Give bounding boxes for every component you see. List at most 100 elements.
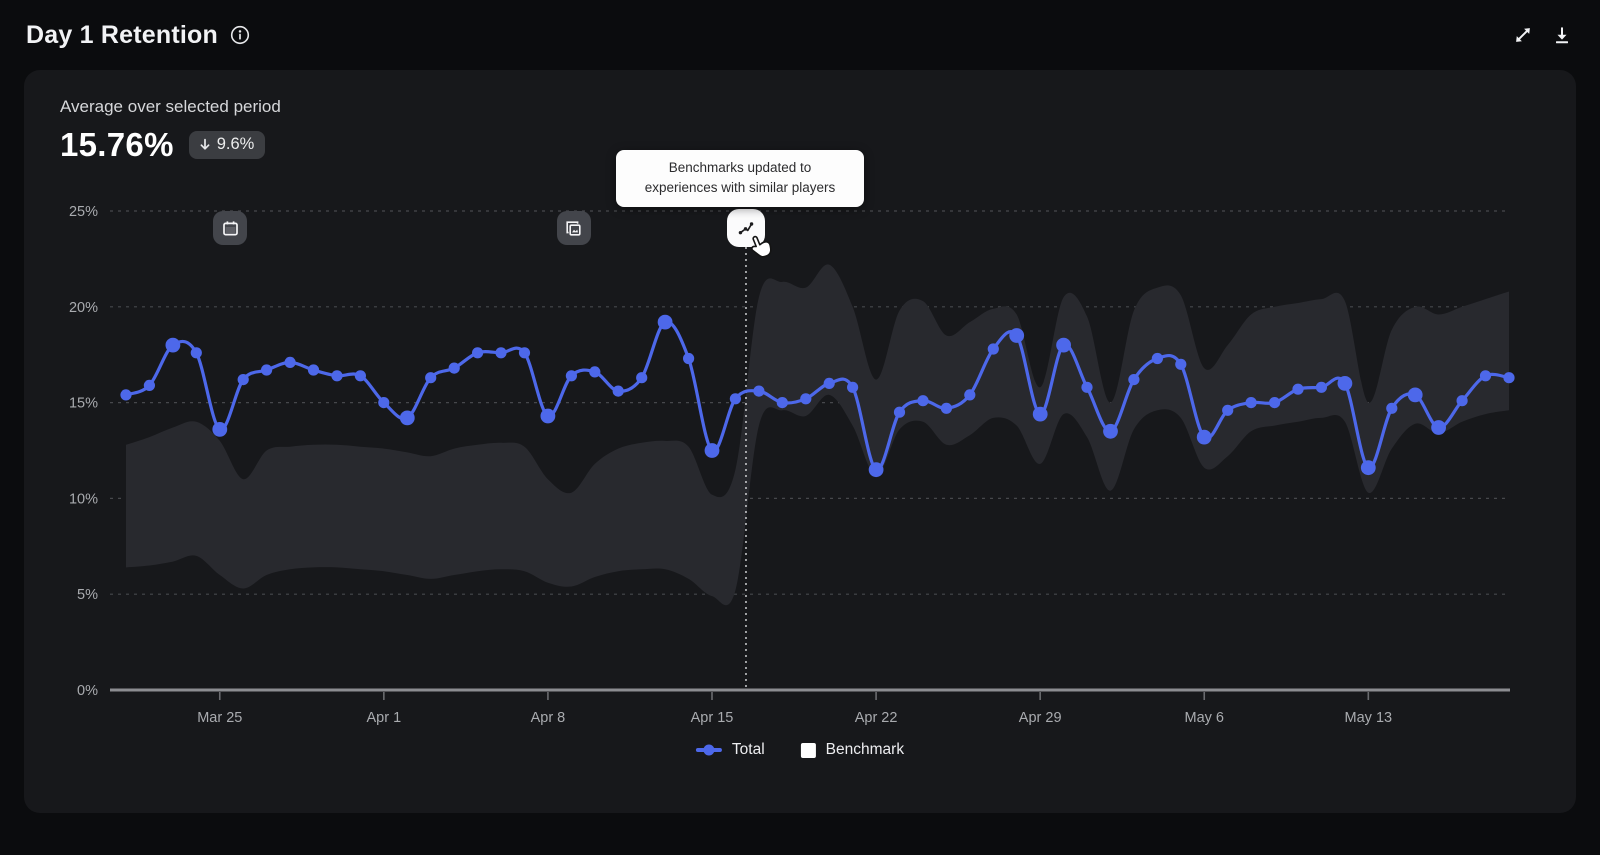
down-arrow-icon bbox=[200, 138, 210, 150]
data-point[interactable] bbox=[540, 408, 556, 424]
delta-value: 9.6% bbox=[216, 135, 255, 153]
x-axis-label: Apr 8 bbox=[531, 710, 566, 726]
data-point[interactable] bbox=[589, 366, 601, 378]
data-point[interactable] bbox=[448, 362, 460, 374]
data-point[interactable] bbox=[704, 443, 720, 458]
data-point[interactable] bbox=[1269, 397, 1281, 409]
data-point[interactable] bbox=[1222, 404, 1234, 416]
info-icon[interactable] bbox=[229, 24, 251, 46]
legend-label-total: Total bbox=[731, 741, 765, 758]
data-point[interactable] bbox=[1128, 374, 1140, 386]
calendar-icon bbox=[222, 220, 238, 235]
data-point[interactable] bbox=[940, 402, 953, 414]
download-icon[interactable] bbox=[1550, 23, 1574, 47]
data-point[interactable] bbox=[1151, 352, 1163, 365]
data-point[interactable] bbox=[237, 374, 249, 386]
data-point[interactable] bbox=[657, 314, 673, 330]
data-point[interactable] bbox=[307, 364, 320, 376]
y-axis-label: 15% bbox=[69, 396, 98, 412]
data-point[interactable] bbox=[1081, 381, 1093, 393]
data-point[interactable] bbox=[1503, 372, 1515, 384]
y-axis-label: 0% bbox=[77, 683, 98, 699]
data-point[interactable] bbox=[729, 393, 742, 405]
chart-legend: Total Benchmark bbox=[695, 741, 905, 759]
data-point[interactable] bbox=[893, 406, 906, 418]
data-point[interactable] bbox=[847, 381, 859, 393]
data-point[interactable] bbox=[331, 370, 343, 382]
chart-update-icon bbox=[738, 222, 754, 235]
data-point[interactable] bbox=[378, 397, 390, 409]
data-point[interactable] bbox=[143, 379, 155, 391]
data-point[interactable] bbox=[1196, 429, 1212, 445]
data-point[interactable] bbox=[1386, 402, 1398, 414]
data-point[interactable] bbox=[190, 347, 202, 359]
data-point[interactable] bbox=[636, 372, 648, 384]
expand-icon[interactable] bbox=[1511, 23, 1535, 47]
data-point[interactable] bbox=[987, 343, 999, 355]
data-point[interactable] bbox=[425, 372, 437, 384]
data-point[interactable] bbox=[1360, 460, 1376, 476]
summary-value: 15.76% bbox=[60, 126, 174, 163]
benchmark-tooltip: Benchmarks updated to experiences with s… bbox=[616, 150, 864, 207]
data-point[interactable] bbox=[165, 337, 181, 353]
card-header: Day 1 Retention bbox=[0, 0, 1600, 70]
data-point[interactable] bbox=[1292, 383, 1304, 395]
x-axis-label: Mar 25 bbox=[197, 710, 242, 726]
data-point[interactable] bbox=[917, 395, 929, 407]
summary-block: Average over selected period 15.76% 9.6% bbox=[60, 97, 281, 164]
data-point[interactable] bbox=[1103, 423, 1118, 439]
legend-label-benchmark: Benchmark bbox=[825, 741, 905, 758]
data-point[interactable] bbox=[683, 352, 695, 365]
legend-item-total[interactable]: Total bbox=[695, 741, 765, 759]
data-point[interactable] bbox=[261, 364, 273, 376]
data-point[interactable] bbox=[823, 377, 835, 389]
y-axis-label: 5% bbox=[77, 587, 98, 603]
data-point[interactable] bbox=[284, 356, 296, 368]
retention-chart[interactable]: 0% 5% 10% 15% 20% 25% Mar 25 Apr 1 Apr 8 Apr 15 Ap… bbox=[24, 70, 1576, 813]
data-point[interactable] bbox=[753, 385, 765, 397]
legend-item-benchmark[interactable]: Benchmark bbox=[800, 741, 905, 759]
data-point[interactable] bbox=[964, 389, 976, 401]
data-point[interactable] bbox=[612, 385, 624, 397]
data-point[interactable] bbox=[565, 370, 578, 382]
benchmark-square-marker-icon bbox=[800, 742, 816, 758]
calendar-marker-button[interactable] bbox=[213, 211, 248, 245]
data-point[interactable] bbox=[1431, 420, 1446, 435]
y-axis-label: 25% bbox=[69, 204, 98, 220]
delta-badge: 9.6% bbox=[188, 131, 266, 159]
copies-icon bbox=[566, 220, 581, 236]
data-point[interactable] bbox=[399, 410, 415, 426]
data-point[interactable] bbox=[1175, 358, 1187, 370]
data-point[interactable] bbox=[120, 389, 132, 401]
data-point[interactable] bbox=[1032, 406, 1048, 422]
header-actions bbox=[1511, 23, 1574, 47]
y-axis-label: 10% bbox=[69, 491, 98, 507]
data-point[interactable] bbox=[1479, 370, 1492, 382]
data-point[interactable] bbox=[776, 397, 788, 409]
data-point[interactable] bbox=[868, 462, 884, 478]
data-point[interactable] bbox=[472, 347, 484, 359]
data-point[interactable] bbox=[1315, 381, 1327, 393]
data-point[interactable] bbox=[212, 422, 228, 437]
tooltip-line-1: Benchmarks updated to bbox=[668, 160, 812, 175]
x-axis-label: Apr 29 bbox=[1019, 710, 1062, 726]
data-point[interactable] bbox=[1456, 395, 1468, 407]
data-point[interactable] bbox=[1337, 376, 1353, 391]
y-axis-label: 20% bbox=[69, 300, 98, 316]
data-point[interactable] bbox=[1009, 328, 1025, 343]
data-point[interactable] bbox=[518, 347, 531, 359]
data-point[interactable] bbox=[800, 393, 812, 405]
data-point[interactable] bbox=[354, 370, 366, 382]
data-point[interactable] bbox=[1407, 387, 1423, 403]
chart-canvas: 0% 5% 10% 15% 20% 25% Mar 25 Apr 1 Apr 8 Apr 15 Ap… bbox=[69, 204, 1515, 726]
x-axis-label: Apr 22 bbox=[855, 710, 898, 726]
data-point[interactable] bbox=[1245, 397, 1257, 409]
copies-marker-button[interactable] bbox=[556, 211, 591, 245]
data-point[interactable] bbox=[1056, 337, 1071, 353]
benchmark-update-marker-button[interactable] bbox=[726, 209, 765, 247]
total-line-marker-icon bbox=[695, 744, 722, 756]
retention-chart-card: Average over selected period 15.76% 9.6%… bbox=[24, 70, 1576, 813]
x-axis-label: May 6 bbox=[1184, 710, 1224, 726]
data-point[interactable] bbox=[495, 347, 507, 359]
summary-label: Average over selected period bbox=[60, 97, 281, 116]
